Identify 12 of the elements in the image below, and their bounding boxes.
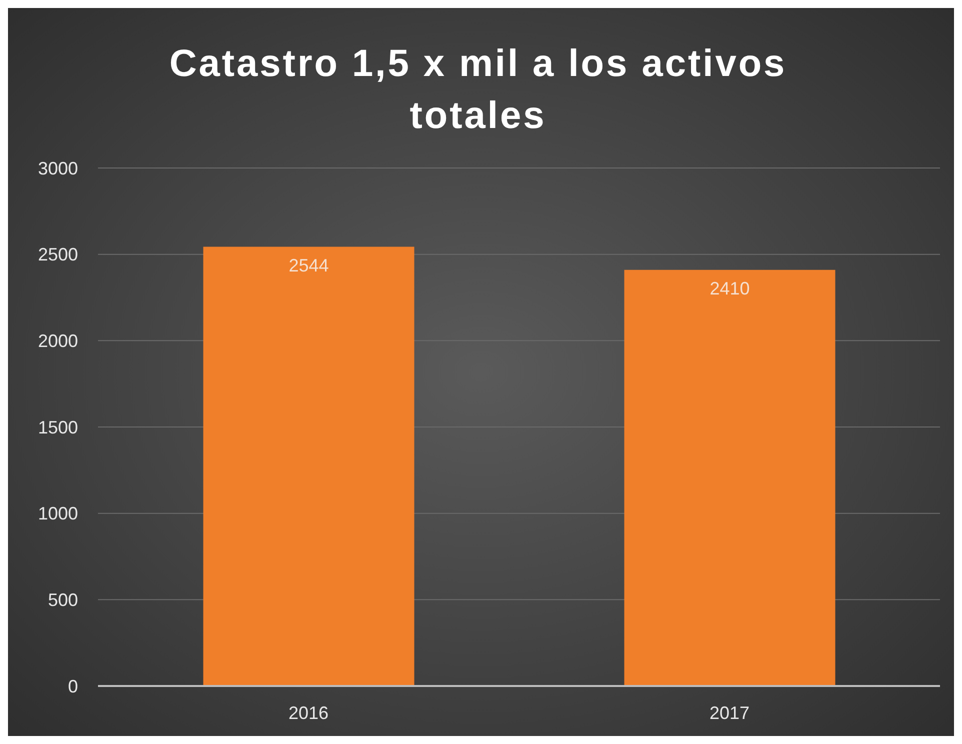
data-label: 2544 xyxy=(288,256,329,276)
y-tick-label: 3000 xyxy=(38,158,78,178)
y-tick-label: 0 xyxy=(68,676,78,696)
y-tick-label: 500 xyxy=(48,590,78,610)
x-tick-label: 2017 xyxy=(709,702,750,723)
data-label: 2410 xyxy=(710,278,750,299)
y-tick-label: 2500 xyxy=(38,244,78,265)
chart-title: Catastro 1,5 x mil a los activos totales xyxy=(168,42,788,139)
y-tick-label: 2000 xyxy=(38,331,78,352)
x-tick-label: 2016 xyxy=(288,702,329,723)
y-tick-label: 1000 xyxy=(38,504,78,524)
y-tick-label: 1500 xyxy=(38,417,78,438)
